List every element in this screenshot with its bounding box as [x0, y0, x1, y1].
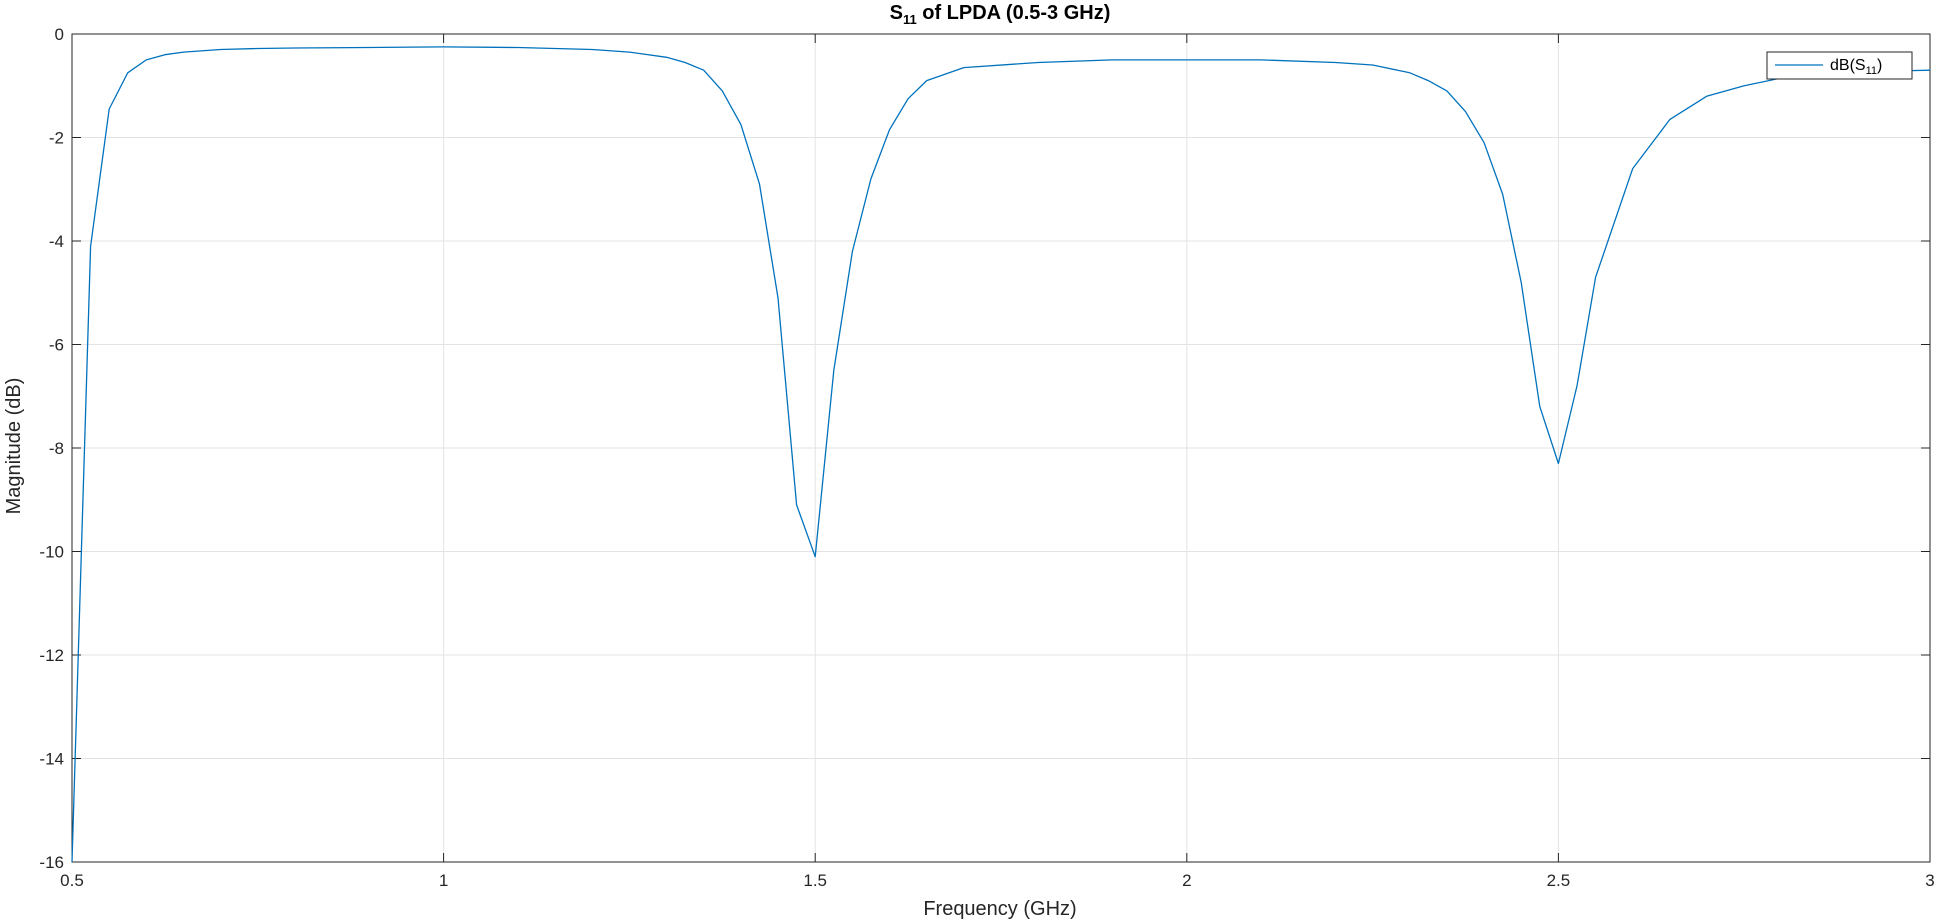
x-tick-label: 2.5	[1547, 871, 1571, 890]
axis-ticks	[71, 33, 1931, 863]
x-tick-labels: 0.5 1 1.5 2 2.5 3	[60, 871, 1935, 890]
x-tick-label: 2	[1182, 871, 1191, 890]
chart-title-main: S	[890, 2, 903, 24]
chart-title-sub: 11	[903, 12, 917, 27]
x-tick-label: 1	[439, 871, 448, 890]
y-axis-label: Magnitude (dB)	[3, 378, 25, 515]
legend-entry-label: dB(S11)	[1830, 57, 1882, 77]
y-tick-label: -4	[49, 232, 64, 251]
y-tick-label: -16	[39, 853, 64, 872]
y-tick-labels: 0 -2 -4 -6 -8 -10 -12 -14 -16	[39, 25, 64, 872]
x-tick-label: 3	[1925, 871, 1934, 890]
legend-label-sub: 11	[1866, 65, 1877, 77]
y-tick-label: -8	[49, 439, 64, 458]
series-layer	[71, 46, 1931, 863]
x-tick-label: 0.5	[60, 871, 84, 890]
y-tick-label: -6	[49, 336, 64, 355]
legend-label-main: dB(S	[1830, 57, 1866, 74]
x-tick-label: 1.5	[803, 871, 827, 890]
x-axis-label: Frequency (GHz)	[923, 898, 1076, 920]
chart-title-rest: of LPDA (0.5-3 GHz)	[917, 2, 1111, 24]
grid	[71, 33, 1931, 863]
y-tick-label: -2	[49, 129, 64, 148]
y-tick-label: -10	[39, 543, 64, 562]
chart-title: S11 of LPDA (0.5-3 GHz)	[890, 2, 1111, 27]
y-tick-label: 0	[55, 25, 64, 44]
series-line-s11	[71, 46, 1931, 863]
y-tick-label: -14	[39, 750, 64, 769]
legend[interactable]: dB(S11)	[1766, 51, 1913, 80]
legend-label-close: )	[1877, 57, 1882, 74]
y-tick-label: -12	[39, 646, 64, 665]
